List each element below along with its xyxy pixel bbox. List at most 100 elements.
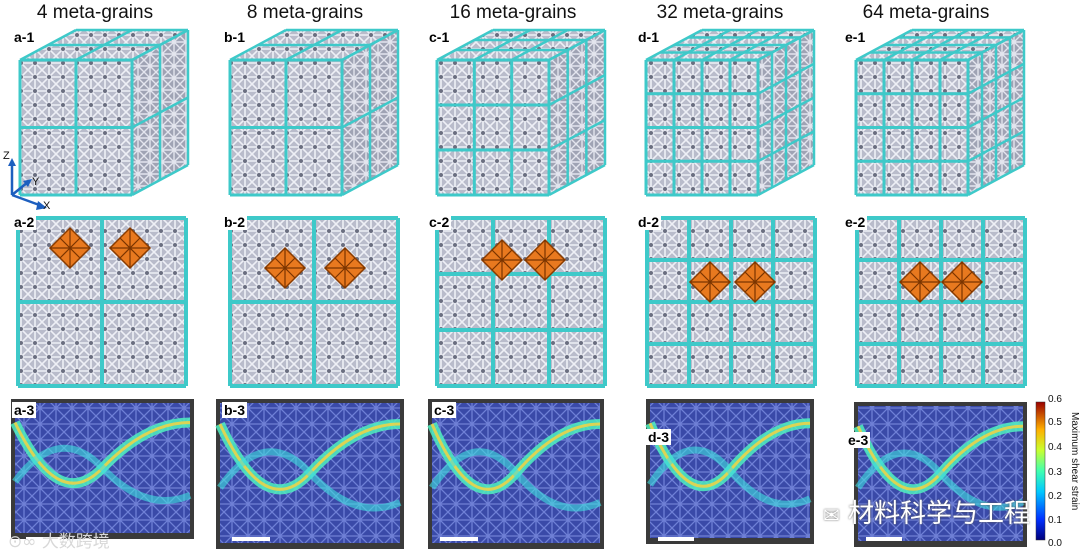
grain-boundary-line xyxy=(473,28,531,62)
strain-map xyxy=(853,402,1027,547)
cube-side-face xyxy=(549,30,605,195)
grain-boundary-line xyxy=(967,96,1025,129)
x-axis-arrowhead xyxy=(36,201,47,210)
grain-boundary-line xyxy=(131,28,189,62)
meta-grain-cube xyxy=(854,28,1026,197)
colorbar-tick: 0.5 xyxy=(1048,417,1062,428)
cube-front-face xyxy=(437,60,549,195)
unit-cell-struts xyxy=(525,240,565,280)
colorbar-tick: 0.3 xyxy=(1048,467,1062,478)
meta-grain-cube xyxy=(435,28,607,197)
grain-boundary-line xyxy=(548,163,606,197)
grain-boundary-line xyxy=(757,163,815,197)
unit-cell-struts xyxy=(265,248,305,288)
panel-label-c3: c-3 xyxy=(432,402,457,418)
panel-label-c2: c-2 xyxy=(427,214,452,230)
panel-label-e2: e-2 xyxy=(843,214,868,230)
unit-cell-struts xyxy=(900,262,940,302)
colorbar-tick: 0.0 xyxy=(1048,538,1062,549)
scale-bar xyxy=(232,537,270,541)
unit-cell-struts xyxy=(735,262,775,302)
shear-band xyxy=(429,448,602,512)
grain-boundary-line xyxy=(341,163,399,197)
grain-boundary-line xyxy=(131,163,189,197)
x-axis-arrow xyxy=(11,193,43,208)
strain-map xyxy=(10,399,194,539)
column-title-d: 32 meta-grains xyxy=(656,2,784,23)
strain-map xyxy=(215,399,404,549)
column-title-e: 64 meta-grains xyxy=(862,2,990,23)
wechat-icon: ✉ xyxy=(823,503,840,527)
grain-boundary-line xyxy=(548,28,606,62)
panel-label-a2: a-2 xyxy=(12,214,37,230)
grain-boundary-line xyxy=(131,96,189,129)
scale-bar xyxy=(440,537,478,541)
grain-boundary-line xyxy=(967,130,1025,163)
watermark-logo-icon: ⊙∞ xyxy=(8,532,37,552)
axis-label-y: Y xyxy=(32,176,40,188)
panel-label-b3: b-3 xyxy=(222,402,247,418)
grain-boundary-line xyxy=(436,28,494,62)
meta-grain-face xyxy=(435,216,607,388)
meta-grain-face xyxy=(228,216,400,388)
meta-grain-face xyxy=(16,216,188,388)
column-title-b: 8 meta-grains xyxy=(246,2,364,23)
colorbar-title: Maximum shear strain xyxy=(1069,412,1080,511)
shear-band xyxy=(217,448,402,512)
unit-cell-struts xyxy=(942,262,982,302)
scale-bar xyxy=(658,537,694,541)
face-lattice xyxy=(437,218,605,386)
panel-label-a3: a-3 xyxy=(12,402,37,418)
colorbar-tick: 0.2 xyxy=(1048,491,1062,502)
axis-label-x: X xyxy=(43,200,51,212)
grain-boundary-line xyxy=(757,28,815,62)
colorbar xyxy=(1035,401,1046,541)
grain-boundary-line xyxy=(967,28,1025,62)
panel-label-e3: e-3 xyxy=(846,432,871,448)
unit-cell-struts xyxy=(110,228,150,268)
grain-boundary-line xyxy=(757,130,815,163)
grain-boundary-line xyxy=(341,96,399,129)
watermark-right: ✉ 材料科学与工程 xyxy=(823,499,1031,529)
unit-cell-struts xyxy=(482,240,522,280)
grain-boundary-line xyxy=(548,118,606,152)
shear-band xyxy=(647,446,812,508)
z-axis-arrowhead xyxy=(8,158,16,166)
panel-label-d2: d-2 xyxy=(636,214,661,230)
strain-map xyxy=(645,399,814,544)
grain-boundary-line xyxy=(967,163,1025,197)
meta-grain-cube xyxy=(228,28,400,197)
meta-grain-cube xyxy=(18,28,190,197)
panel-label-b1: b-1 xyxy=(222,29,247,45)
strain-map xyxy=(427,399,604,549)
panel-label-b2: b-2 xyxy=(222,214,247,230)
grain-boundary-line xyxy=(939,28,997,62)
panel-label-a1: a-1 xyxy=(12,29,37,45)
shear-band xyxy=(12,444,192,504)
watermark-left: ⊙∞ 大数跨境 xyxy=(8,532,110,552)
meta-grain-face xyxy=(855,216,1027,388)
panel-label-e1: e-1 xyxy=(843,29,868,45)
y-axis-arrowhead xyxy=(23,179,32,187)
colorbar-tick: 0.4 xyxy=(1048,442,1062,453)
panel-label-c1: c-1 xyxy=(427,29,452,45)
column-title-c: 16 meta-grains xyxy=(449,2,577,23)
meta-grain-cube xyxy=(644,28,816,197)
shear-band xyxy=(855,449,1025,511)
y-axis-arrow xyxy=(11,181,29,196)
column-title-a: 4 meta-grains xyxy=(36,2,154,23)
meta-grain-face xyxy=(645,216,817,388)
unit-cell-struts xyxy=(690,262,730,302)
grain-boundary-line xyxy=(341,28,399,62)
unit-cell-struts xyxy=(325,248,365,288)
scale-bar xyxy=(26,537,62,541)
grain-boundary-line xyxy=(511,28,569,62)
panel-label-d1: d-1 xyxy=(636,29,661,45)
colorbar-tick: 0.1 xyxy=(1048,515,1062,526)
scale-bar xyxy=(866,537,902,541)
panel-label-d3: d-3 xyxy=(646,429,671,445)
colorbar-tick: 0.6 xyxy=(1048,394,1062,405)
grain-boundary-line xyxy=(757,96,815,129)
grain-boundary-line xyxy=(548,73,606,107)
